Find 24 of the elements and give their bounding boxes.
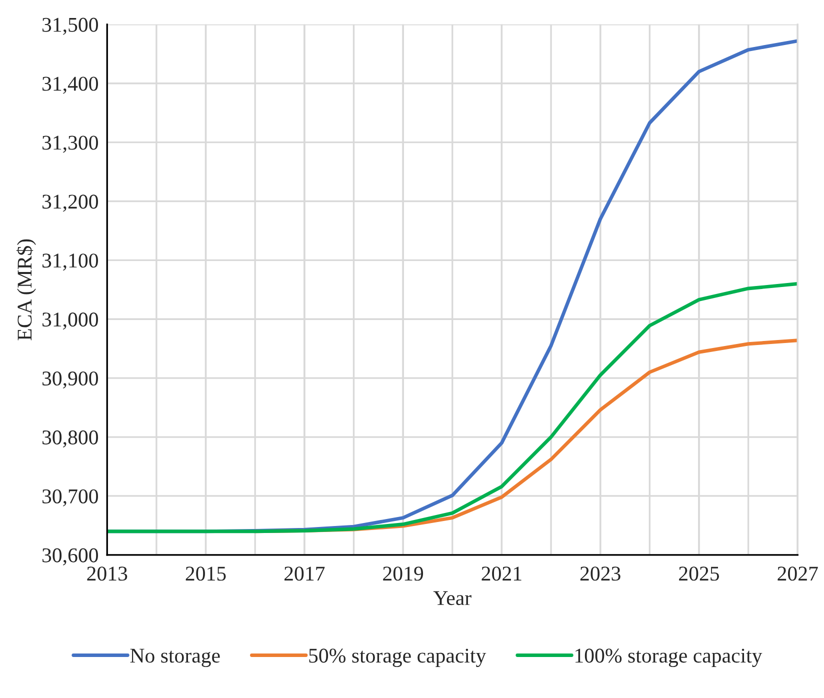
x-tick-label: 2017 [284,566,325,581]
y-tick-label: 30,900 [42,371,98,389]
x-tick-label: 2019 [383,566,424,581]
y-tick-label: 30,800 [42,430,98,448]
y-tick-label: 30,600 [42,548,98,566]
legend-label: 100% storage capacity [576,648,762,668]
x-tick-label: 2027 [778,566,818,581]
y-tick-label: 31,400 [42,76,98,94]
y-tick-label: 30,700 [42,489,98,506]
y-axis-title: ECA (MR$) [16,239,36,340]
x-tick-label: 2023 [580,566,620,581]
x-tick-label: 2021 [482,566,522,581]
x-tick-label: 2013 [87,566,128,581]
y-tick-label: 31,200 [42,194,98,212]
x-axis-title: Year [433,591,472,606]
y-tick-label: 31,100 [42,254,98,271]
legend-label: No storage [130,648,220,668]
y-tick-label: 31,500 [42,18,98,35]
line-series [107,282,798,534]
y-tick-label: 31,300 [42,136,98,153]
x-tick-label: 2015 [186,566,226,581]
x-tick-label: 2025 [679,566,720,581]
y-tick-label: 31,000 [42,312,98,330]
legend-label: 50% storage capacity [309,648,486,668]
